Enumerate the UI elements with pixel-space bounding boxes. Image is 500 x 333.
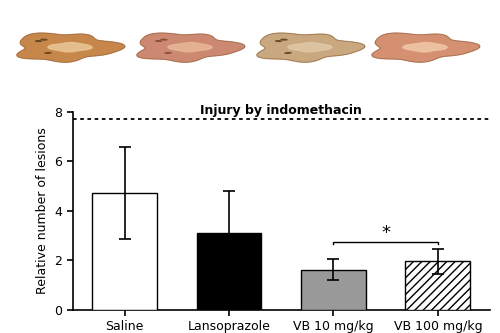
Ellipse shape xyxy=(35,40,42,42)
Y-axis label: Relative number of lesions: Relative number of lesions xyxy=(36,127,49,294)
Ellipse shape xyxy=(44,52,52,54)
Ellipse shape xyxy=(160,39,168,41)
Bar xyxy=(406,261,470,310)
Polygon shape xyxy=(17,33,125,62)
Text: Injury by indomethacin: Injury by indomethacin xyxy=(200,104,362,117)
Polygon shape xyxy=(403,43,447,52)
Polygon shape xyxy=(372,33,480,62)
Bar xyxy=(196,233,262,310)
Polygon shape xyxy=(168,43,212,52)
Polygon shape xyxy=(257,33,365,62)
Ellipse shape xyxy=(280,39,288,41)
Ellipse shape xyxy=(40,39,48,41)
Polygon shape xyxy=(48,43,92,52)
Text: *: * xyxy=(381,223,390,241)
Bar xyxy=(92,193,157,310)
Ellipse shape xyxy=(275,40,282,42)
Ellipse shape xyxy=(164,52,172,54)
Polygon shape xyxy=(288,43,332,52)
Bar xyxy=(301,270,366,310)
Ellipse shape xyxy=(155,40,162,42)
Polygon shape xyxy=(137,33,245,62)
Ellipse shape xyxy=(284,52,292,54)
